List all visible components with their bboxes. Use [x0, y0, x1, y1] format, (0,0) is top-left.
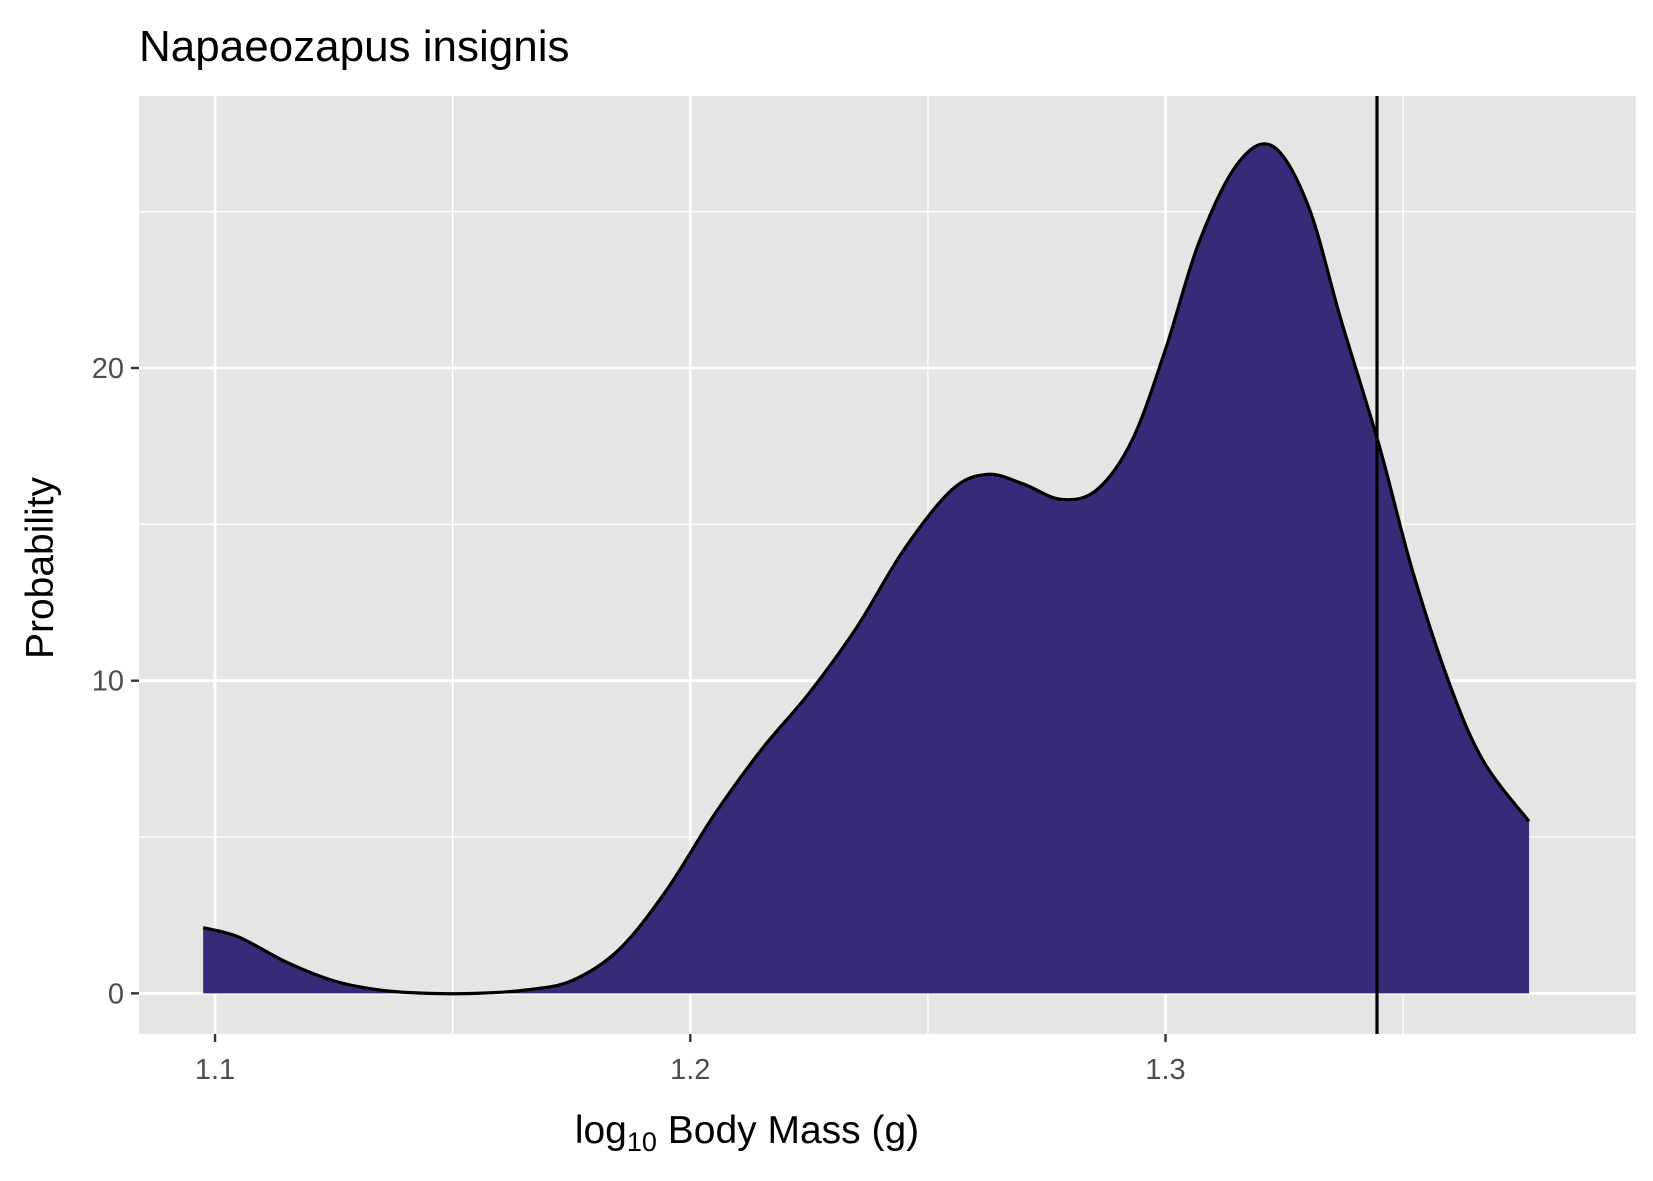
density-curve [202, 142, 1531, 996]
x-axis-title-prefix: log [575, 1109, 627, 1152]
density-area [203, 143, 1530, 994]
x-tick-label: 1.2 [670, 1054, 710, 1086]
x-axis: 1.1 1.2 1.3 [195, 1034, 1186, 1086]
x-tick-label: 1.3 [1145, 1054, 1185, 1086]
y-tick-label: 0 [108, 978, 124, 1010]
y-axis: 0 10 20 [92, 353, 139, 1010]
x-tick-label: 1.1 [195, 1054, 235, 1086]
chart-title: Napaeozapus insignis [139, 22, 570, 71]
x-axis-title-suffix: Body Mass (g) [657, 1109, 919, 1152]
x-axis-title: log10 Body Mass (g) [575, 1109, 919, 1157]
y-tick-label: 20 [92, 353, 124, 385]
y-tick-label: 10 [92, 666, 124, 698]
x-axis-title-subscript: 10 [627, 1127, 657, 1157]
y-axis-title: Probability [19, 476, 62, 659]
